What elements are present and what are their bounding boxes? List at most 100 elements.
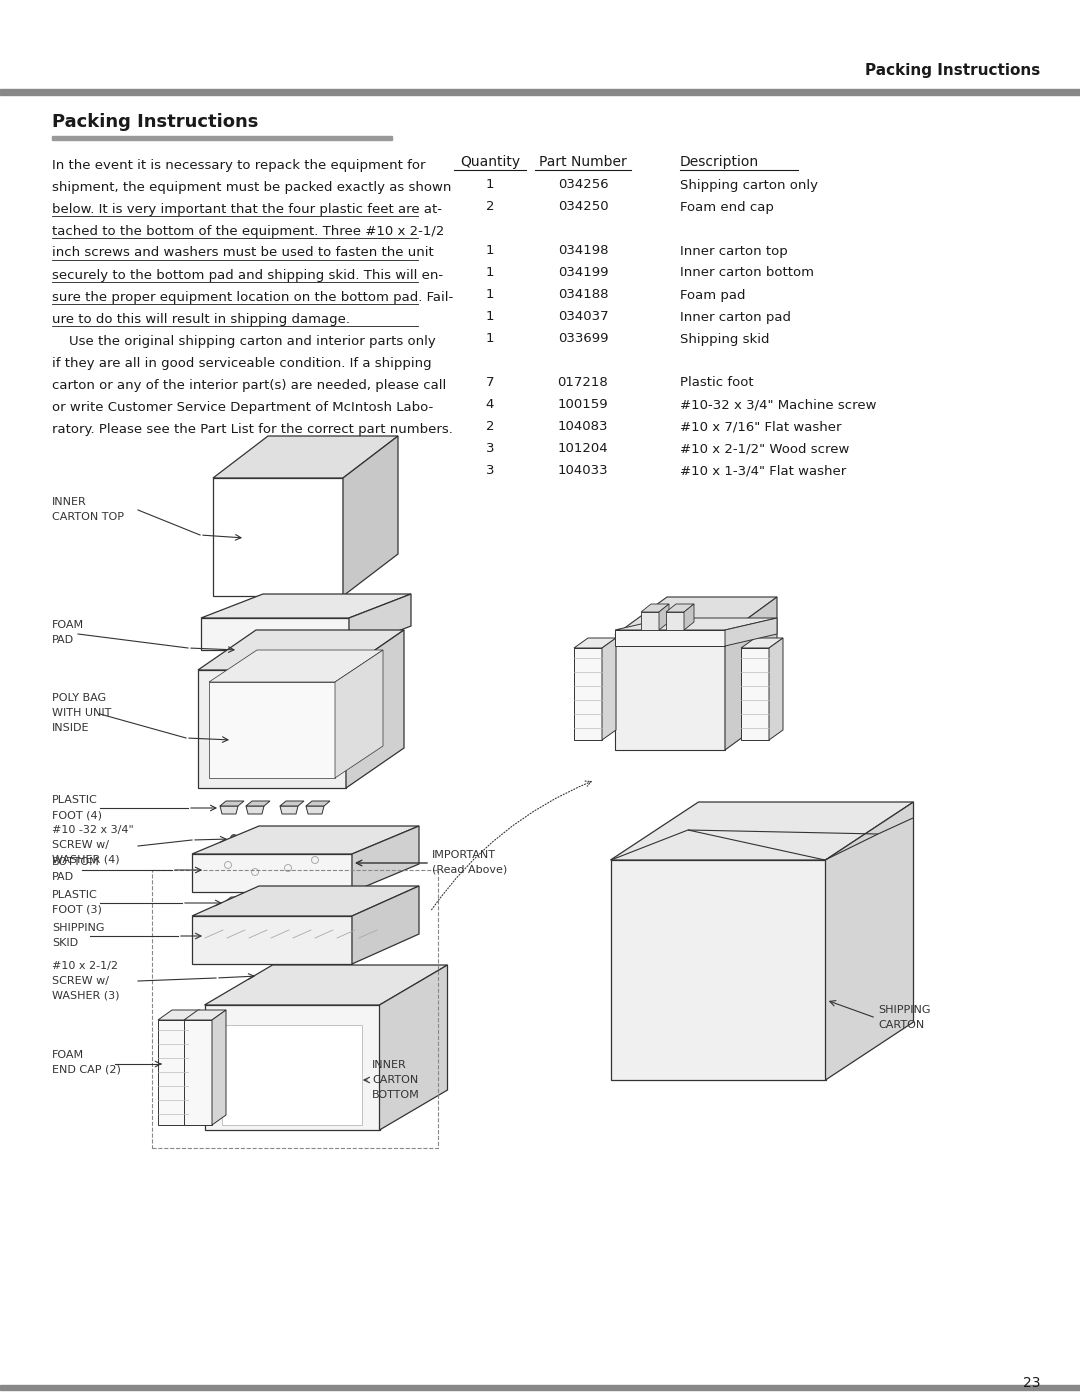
Text: tached to the bottom of the equipment. Three #10 x 2-1/2: tached to the bottom of the equipment. T… [52, 225, 444, 237]
Polygon shape [158, 1020, 186, 1125]
Circle shape [314, 842, 318, 847]
Text: FOOT (3): FOOT (3) [52, 905, 102, 915]
Text: ure to do this will result in shipping damage.: ure to do this will result in shipping d… [52, 313, 350, 326]
Text: securely to the bottom pad and shipping skid. This will en-: securely to the bottom pad and shipping … [52, 268, 443, 282]
Text: PLASTIC: PLASTIC [52, 890, 98, 900]
Text: 100159: 100159 [557, 398, 608, 412]
Polygon shape [573, 638, 616, 648]
Polygon shape [192, 886, 419, 916]
Text: 23: 23 [1023, 1376, 1040, 1390]
Text: Use the original shipping carton and interior parts only: Use the original shipping carton and int… [52, 334, 435, 348]
Polygon shape [335, 650, 383, 778]
Polygon shape [769, 638, 783, 740]
Text: shipment, the equipment must be packed exactly as shown: shipment, the equipment must be packed e… [52, 180, 451, 194]
Text: WASHER (3): WASHER (3) [52, 990, 120, 1002]
Polygon shape [642, 612, 659, 630]
Text: IMPORTANT: IMPORTANT [432, 849, 496, 861]
Bar [0, 89, 1080, 95]
Circle shape [288, 982, 292, 985]
Text: 2: 2 [486, 201, 495, 214]
Polygon shape [825, 802, 914, 1080]
Polygon shape [201, 617, 349, 650]
Text: PAD: PAD [52, 872, 75, 882]
Text: 034188: 034188 [557, 289, 608, 302]
Text: (Read Above): (Read Above) [432, 865, 508, 875]
Circle shape [230, 834, 238, 841]
Text: or write Customer Service Department of McIntosh Labo-: or write Customer Service Department of … [52, 401, 433, 414]
Polygon shape [666, 604, 694, 612]
Text: 1: 1 [486, 310, 495, 324]
Circle shape [232, 847, 237, 849]
Polygon shape [226, 897, 248, 901]
Text: Plastic foot: Plastic foot [680, 377, 754, 390]
Text: below. It is very important that the four plastic feet are at-: below. It is very important that the fou… [52, 203, 442, 215]
Text: FOAM: FOAM [52, 620, 84, 630]
Text: Shipping carton only: Shipping carton only [680, 179, 818, 191]
Polygon shape [192, 916, 352, 964]
Text: 1: 1 [486, 179, 495, 191]
Polygon shape [213, 436, 399, 478]
Polygon shape [306, 800, 330, 806]
Polygon shape [610, 861, 825, 1080]
Text: CARTON TOP: CARTON TOP [52, 511, 124, 522]
Text: BOTTOM: BOTTOM [52, 856, 99, 868]
Text: carton or any of the interior part(s) are needed, please call: carton or any of the interior part(s) ar… [52, 379, 446, 391]
Text: BOTTOM: BOTTOM [372, 1090, 420, 1099]
Polygon shape [352, 886, 419, 964]
Circle shape [261, 972, 267, 978]
Polygon shape [210, 650, 383, 682]
Text: 3: 3 [486, 464, 495, 478]
Text: 033699: 033699 [557, 332, 608, 345]
Text: PLASTIC: PLASTIC [52, 795, 98, 805]
Polygon shape [349, 594, 411, 650]
Polygon shape [226, 901, 243, 908]
Text: #10 x 7/16" Flat washer: #10 x 7/16" Flat washer [680, 420, 841, 433]
Polygon shape [158, 1010, 200, 1020]
Polygon shape [192, 854, 352, 893]
Text: inch screws and washers must be used to fasten the unit: inch screws and washers must be used to … [52, 246, 434, 260]
Text: FOOT (4): FOOT (4) [52, 810, 102, 820]
Text: #10 x 2-1/2" Wood screw: #10 x 2-1/2" Wood screw [680, 443, 849, 455]
Text: CARTON: CARTON [372, 1076, 418, 1085]
Text: 034250: 034250 [557, 201, 608, 214]
Bar [52, 136, 392, 140]
Polygon shape [280, 806, 298, 814]
Text: In the event it is necessary to repack the equipment for: In the event it is necessary to repack t… [52, 158, 426, 172]
Text: #10 -32 x 3/4": #10 -32 x 3/4" [52, 826, 134, 835]
Text: INNER: INNER [372, 1060, 407, 1070]
Polygon shape [725, 617, 777, 645]
Polygon shape [642, 604, 669, 612]
Text: #10 x 2-1/2: #10 x 2-1/2 [52, 961, 118, 971]
Polygon shape [212, 1010, 226, 1125]
Polygon shape [666, 612, 684, 630]
Text: SCREW w/: SCREW w/ [52, 840, 109, 849]
Polygon shape [615, 617, 777, 630]
Text: 101204: 101204 [557, 443, 608, 455]
Text: 2: 2 [486, 420, 495, 433]
Text: Description: Description [680, 155, 759, 169]
Polygon shape [352, 826, 419, 893]
Polygon shape [198, 671, 346, 788]
Text: Foam end cap: Foam end cap [680, 201, 774, 214]
Polygon shape [725, 597, 777, 750]
Text: 1: 1 [486, 289, 495, 302]
Polygon shape [260, 897, 282, 901]
Polygon shape [296, 901, 313, 908]
Polygon shape [186, 1010, 200, 1125]
Text: Shipping skid: Shipping skid [680, 332, 769, 345]
Text: Inner carton pad: Inner carton pad [680, 310, 791, 324]
Polygon shape [246, 800, 270, 806]
Polygon shape [610, 802, 914, 861]
Text: CARTON: CARTON [878, 1020, 924, 1030]
Polygon shape [213, 478, 343, 597]
Bar [0, 1384, 1080, 1390]
Polygon shape [192, 826, 419, 854]
Polygon shape [379, 965, 447, 1130]
Circle shape [287, 972, 293, 978]
Text: SKID: SKID [52, 937, 78, 949]
Text: sure the proper equipment location on the bottom pad. Fail-: sure the proper equipment location on th… [52, 291, 454, 303]
Polygon shape [573, 648, 602, 740]
Polygon shape [204, 1004, 379, 1130]
Text: Inner carton bottom: Inner carton bottom [680, 267, 814, 279]
Polygon shape [296, 897, 318, 901]
